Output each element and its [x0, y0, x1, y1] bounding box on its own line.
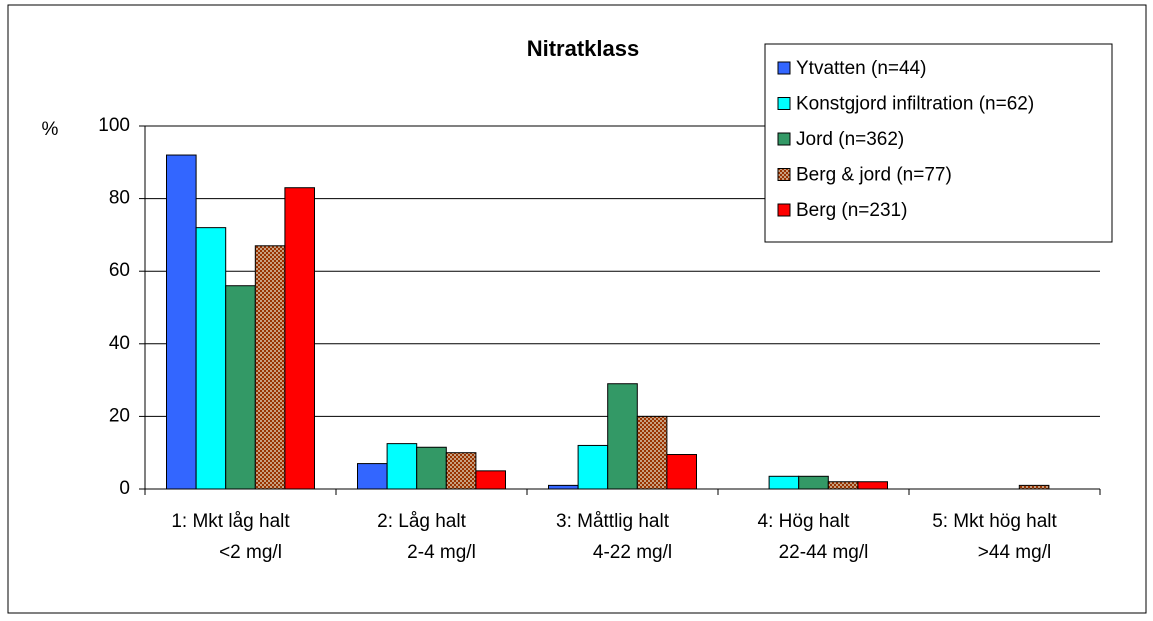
bar — [416, 446, 447, 490]
bar — [254, 245, 286, 490]
bar — [548, 484, 579, 490]
bar — [798, 475, 829, 490]
legend: Ytvatten (n=44) Konstgjord infiltration (… — [764, 43, 1113, 243]
x-tick-label: 5: Mkt hög halt — [932, 511, 1057, 532]
bar — [166, 154, 197, 490]
bar — [475, 470, 506, 490]
bar — [1018, 484, 1050, 490]
bar — [827, 481, 859, 490]
bar — [225, 285, 256, 490]
legend-label: Konstgjord infiltration (n=62) — [796, 94, 1034, 115]
x-tick-label: 3: Måttlig halt — [556, 511, 670, 532]
y-tick-label: 40 — [109, 333, 130, 354]
legend-label: Berg & jord (n=77) — [796, 165, 952, 186]
chart-title: Nitratklass — [527, 36, 640, 61]
legend-swatch — [777, 203, 791, 217]
bar — [284, 187, 315, 490]
legend-swatch — [777, 97, 791, 110]
bar — [857, 481, 889, 490]
bar — [445, 452, 477, 490]
bar — [195, 227, 227, 490]
legend-label: Berg (n=231) — [796, 200, 907, 221]
x-tick-label: 22-44 mg/l — [779, 542, 869, 563]
y-tick-label: 0 — [119, 478, 130, 499]
y-tick-label: 60 — [109, 260, 130, 281]
legend-box — [764, 43, 1113, 243]
bar — [666, 454, 698, 490]
legend-swatch — [777, 132, 791, 146]
x-tick-label: 1: Mkt låg halt — [171, 511, 290, 532]
legend-label: Jord (n=362) — [796, 129, 904, 150]
x-tick-label: >44 mg/l — [978, 542, 1051, 563]
x-tick-label: 4: Hög halt — [758, 511, 851, 532]
x-tick-label: 2: Låg halt — [377, 511, 466, 532]
bar — [768, 475, 800, 490]
bar — [357, 463, 388, 490]
legend-swatch — [777, 61, 791, 75]
legend-swatch — [777, 168, 791, 181]
x-tick-label: 2-4 mg/l — [407, 542, 476, 563]
y-axis-label: % — [42, 119, 59, 140]
legend-label: Ytvatten (n=44) — [796, 58, 926, 79]
x-tick-label: 4-22 mg/l — [593, 542, 672, 563]
bar — [607, 383, 638, 490]
x-tick-label: <2 mg/l — [219, 542, 282, 563]
bar — [577, 444, 609, 490]
bar — [386, 443, 418, 490]
y-tick-label: 80 — [109, 188, 130, 209]
y-tick-label: 100 — [98, 115, 130, 136]
bar — [636, 415, 668, 490]
y-tick-label: 20 — [109, 405, 130, 426]
